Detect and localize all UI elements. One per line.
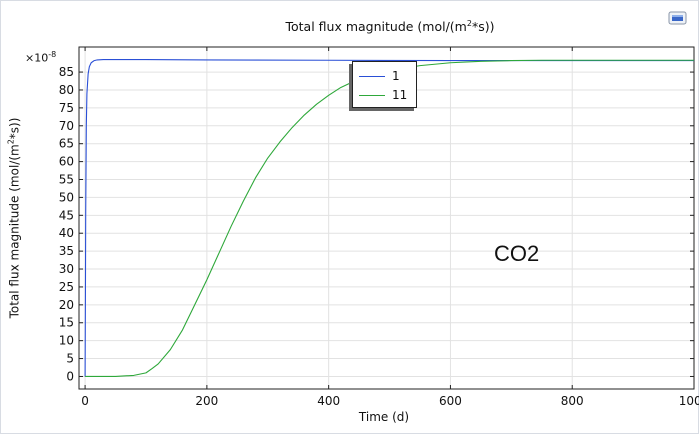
series-line-1 — [84, 58, 694, 377]
y-tick-label: 20 — [59, 298, 74, 312]
y-tick-label: 25 — [59, 280, 74, 294]
legend-label-series-11: 11 — [392, 88, 408, 102]
y-tick-label: 60 — [59, 155, 74, 169]
y-tick-label: 0 — [66, 369, 74, 383]
legend-item-series-11: 11 — [359, 88, 415, 102]
chart-title: Total flux magnitude (mol/(m2*s)) — [285, 19, 495, 35]
y-tick-label: 35 — [59, 244, 74, 258]
y-tick-label: 85 — [59, 65, 74, 79]
y-tick-label: 70 — [59, 119, 74, 133]
y-tick-label: 50 — [59, 190, 74, 204]
legend-swatch-series-11 — [359, 95, 385, 96]
co2-annotation: CO2 — [494, 241, 540, 266]
plot-settings-icon[interactable] — [668, 10, 688, 26]
y-tick-label: 55 — [59, 173, 74, 187]
axes-frame — [78, 46, 695, 390]
y-tick-label: 30 — [59, 262, 74, 276]
x-tick-label: 200 — [195, 394, 218, 408]
x-tick-label: 400 — [317, 394, 340, 408]
series-line-11 — [85, 59, 694, 378]
y-tick-label: 5 — [66, 352, 74, 366]
y-axis-multiplier: ×10-8 — [25, 50, 57, 65]
y-tick-label: 10 — [59, 334, 74, 348]
legend-swatch-series-1 — [359, 76, 385, 77]
y-axis-label: Total flux magnitude (mol/(m2*s)) — [6, 117, 22, 319]
legend-item-series-1: 1 — [359, 69, 415, 83]
x-tick-label: 800 — [561, 394, 584, 408]
x-tick-label: 600 — [439, 394, 462, 408]
x-tick-label: 1000 — [679, 394, 699, 408]
y-tick-label: 75 — [59, 101, 74, 115]
chart-legend: 1 11 — [352, 61, 417, 108]
y-tick-label: 80 — [59, 83, 74, 97]
y-tick-label: 45 — [59, 208, 74, 222]
y-tick-label: 40 — [59, 226, 74, 240]
y-tick-label: 65 — [59, 137, 74, 151]
legend-label-series-1: 1 — [392, 69, 400, 83]
x-axis-label: Time (d) — [358, 410, 410, 424]
y-tick-label: 15 — [59, 316, 74, 330]
x-tick-label: 0 — [81, 394, 89, 408]
